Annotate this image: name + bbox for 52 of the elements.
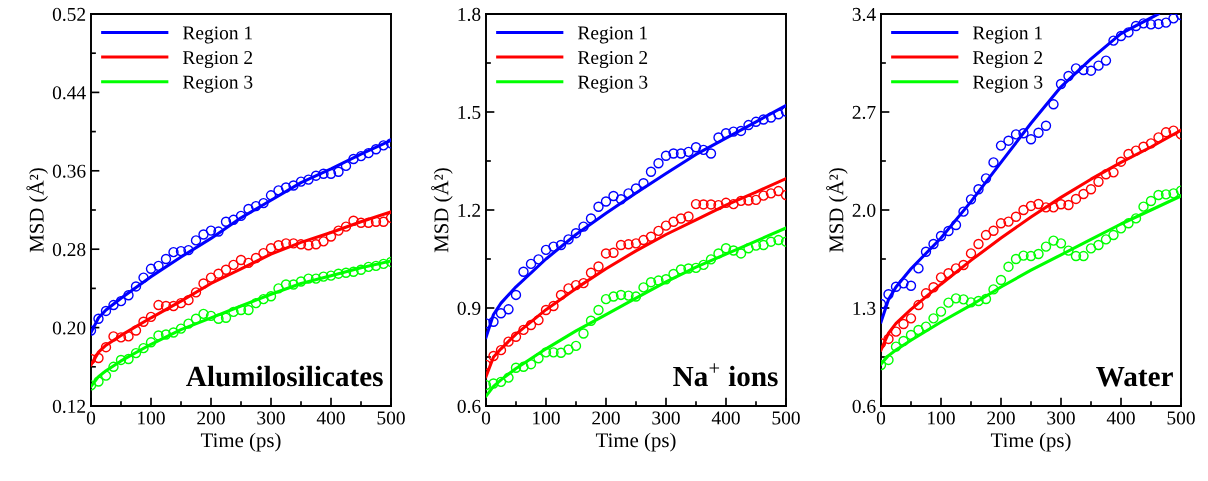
y-tick-label: 0.12	[52, 399, 86, 414]
x-tick-label: 300	[1047, 411, 1075, 425]
y-tick-label: 0.6	[852, 399, 876, 414]
y-tick-label: 1.2	[458, 203, 481, 218]
x-tick-label: 0	[481, 411, 491, 425]
x-tick-label: 300	[257, 411, 285, 425]
x-tick-label: 200	[197, 411, 225, 425]
annotation: Na$^{+}$ ions	[673, 363, 778, 387]
y-tick-label: 0.6	[457, 399, 481, 414]
y-tick-label: 2.7	[852, 105, 876, 120]
x-tick-label: 500	[1167, 411, 1195, 425]
y-tick-label: 3.4	[852, 7, 876, 22]
x-tick-label: 0	[86, 411, 96, 425]
x-tick-label: 400	[1106, 411, 1135, 425]
y-tick-label: 1.8	[458, 7, 481, 22]
legend-label: Region 1	[182, 26, 252, 44]
annotation: Alumilosilicates	[186, 365, 383, 387]
legend-label: Region 2	[577, 51, 648, 69]
legend-label: Region 3	[972, 75, 1043, 93]
y-tick-label: 0.44	[52, 86, 86, 100]
legend-label: Region 3	[577, 75, 648, 93]
y-tick-label: 1.3	[853, 301, 876, 316]
x-axis-title: Time (ps)	[990, 432, 1071, 452]
legend-label: Region 3	[182, 75, 253, 93]
y-tick-label: 0.9	[457, 301, 481, 316]
y-tick-label: 0.20	[52, 321, 86, 335]
y-tick-label: 0.28	[52, 243, 86, 257]
x-tick-label: 500	[772, 411, 800, 425]
legend-label: Region 1	[577, 26, 647, 44]
y-tick-label: 0.36	[52, 164, 86, 178]
x-tick-label: 400	[711, 411, 740, 425]
y-axis-title: MSD (Å²)	[431, 168, 453, 253]
annotation: Water	[1096, 366, 1173, 387]
legend-label: Region 1	[972, 26, 1042, 44]
x-axis-title: Time (ps)	[200, 432, 281, 452]
y-tick-label: 0.52	[52, 7, 86, 22]
legend-label: Region 2	[972, 51, 1043, 69]
x-tick-label: 100	[928, 411, 955, 425]
y-tick-label: 2.0	[852, 203, 876, 218]
x-tick-label: 200	[592, 411, 620, 425]
x-tick-label: 100	[533, 411, 560, 425]
x-axis-title: Time (ps)	[595, 432, 676, 452]
x-tick-label: 500	[377, 411, 405, 425]
x-tick-label: 200	[987, 411, 1015, 425]
x-tick-label: 100	[138, 411, 165, 425]
y-axis-title: MSD (Å²)	[826, 168, 848, 253]
x-tick-label: 400	[316, 411, 345, 425]
y-axis-title: MSD (Å²)	[26, 168, 48, 253]
x-tick-label: 300	[652, 411, 680, 425]
x-tick-label: 0	[876, 411, 886, 425]
y-tick-label: 1.5	[458, 105, 481, 120]
legend-label: Region 2	[182, 51, 253, 69]
